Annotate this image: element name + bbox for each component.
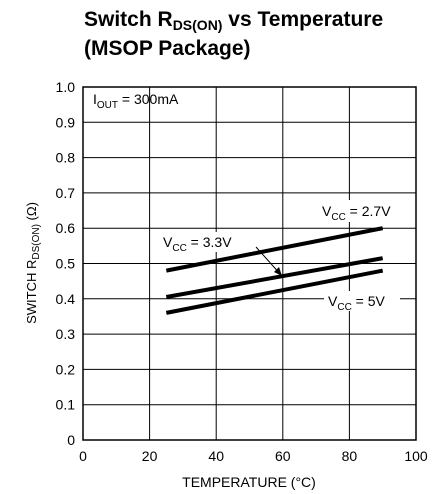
y-tick-label: 0.3 (56, 326, 76, 342)
series-line-0 (165, 226, 384, 273)
y-tick-label: 0.9 (56, 114, 76, 130)
x-tick-label: 100 (404, 448, 428, 464)
grid (83, 87, 416, 440)
plot-frame (82, 86, 417, 441)
x-tick-label: 0 (79, 448, 87, 464)
x-tick-label: 40 (208, 448, 224, 464)
x-tick-label: 80 (342, 448, 358, 464)
series-label-5v: VCC = 5V (328, 293, 386, 313)
y-axis-label: SWITCH RDS(ON) (Ω) (24, 202, 42, 324)
series-label-2v7: VCC = 2.7V (322, 203, 391, 223)
series-line-1 (165, 256, 384, 299)
x-tick-label: 20 (142, 448, 158, 464)
series-label-3v3: VCC = 3.3V (163, 234, 232, 254)
x-axis-label: TEMPERATURE (°C) (182, 474, 316, 490)
y-tick-label: 0 (67, 432, 75, 448)
y-tick-label: 0.1 (56, 397, 76, 413)
label-bg-2v7 (318, 200, 404, 222)
y-tick-label: 1.0 (56, 79, 76, 95)
y-tick-label: 0.7 (56, 185, 76, 201)
title-line-1: Switch RDS(ON) vs Temperature (84, 8, 384, 33)
y-tick-label: 0.2 (56, 361, 76, 377)
chart-title: Switch RDS(ON) vs Temperature (MSOP Pack… (84, 8, 383, 61)
annotation-iout: IOUT = 300mA (93, 91, 179, 111)
axes (82, 86, 417, 441)
label-bg-5v (324, 291, 400, 311)
label-bg-3v3 (160, 232, 252, 252)
series-line-2 (165, 268, 384, 315)
callout-arrowhead-3v3 (274, 267, 282, 276)
y-tick-label: 0.8 (56, 150, 76, 166)
title-line-2: (MSOP Package) (84, 37, 251, 60)
y-tick-label: 0.5 (56, 256, 76, 272)
series-lines (165, 226, 384, 315)
y-tick-label: 0.6 (56, 220, 76, 236)
y-tick-label: 0.4 (56, 291, 76, 307)
x-tick-label: 60 (275, 448, 291, 464)
tick-labels: 0 20 40 60 80 100 0 0.1 0.2 0.3 0.4 0.5 0.6 0.7 0.8 0.9… (56, 79, 428, 464)
